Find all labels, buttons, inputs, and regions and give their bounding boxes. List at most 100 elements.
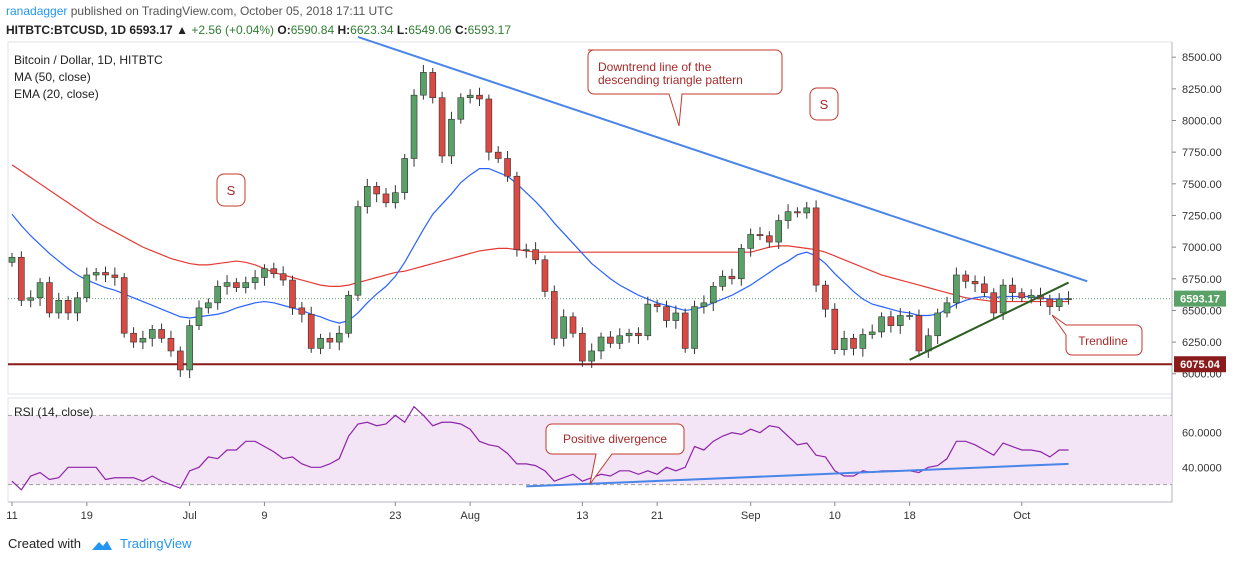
candle-body — [214, 286, 221, 304]
ma50-line[interactable] — [11, 164, 1069, 303]
candles[interactable] — [8, 64, 1072, 379]
candle-body — [597, 336, 605, 352]
divergence-callout[interactable]: Positive divergence — [545, 423, 685, 485]
support-price-badge[interactable]: 6075.04 — [1174, 356, 1226, 373]
candle-body — [270, 268, 278, 275]
time-axis[interactable]: 11 19 Jul 9 23 Aug 13 21 Sep 10 18 Oct — [6, 502, 1030, 522]
candle — [55, 292, 63, 319]
price-tick-label: 6750.00 — [1182, 274, 1222, 286]
candle — [205, 298, 212, 314]
candle — [953, 267, 960, 309]
candle-body — [663, 306, 670, 321]
up-arrow-icon: ▲ — [176, 23, 188, 37]
candle-body — [953, 274, 960, 304]
trendline-callout[interactable]: Trendline — [1051, 314, 1143, 356]
candle — [906, 311, 913, 320]
candle-body — [120, 277, 128, 334]
candle — [307, 306, 315, 353]
candle — [392, 185, 399, 209]
svg-text:Trendline: Trendline — [1078, 334, 1128, 348]
tradingview-link[interactable]: TradingView — [120, 536, 192, 551]
candle-body — [607, 336, 614, 344]
candle-body — [36, 282, 44, 299]
candle-body — [457, 97, 465, 120]
candle — [420, 64, 427, 100]
candle-body — [448, 118, 455, 157]
candle — [401, 154, 409, 200]
candle-body — [971, 281, 979, 285]
candle — [373, 181, 380, 203]
candle-body — [962, 274, 970, 282]
downtrend-line[interactable] — [357, 35, 1088, 283]
candle — [64, 295, 72, 320]
candle — [139, 330, 147, 350]
candle — [550, 285, 558, 346]
candle — [120, 273, 128, 338]
candle-body — [8, 256, 16, 263]
candle-body — [1027, 294, 1035, 299]
svg-text:6075.04: 6075.04 — [1180, 359, 1221, 371]
candle-body — [158, 329, 165, 339]
candle — [962, 270, 970, 289]
candle — [522, 243, 530, 258]
rsi-tick-label: 60.0000 — [1182, 428, 1222, 440]
candle-body — [672, 312, 680, 321]
symbol-label: HITBTC:BTCUSD, 1D — [6, 23, 126, 37]
candle-body — [335, 332, 343, 343]
s-label-right[interactable]: S — [809, 87, 839, 121]
price-axis[interactable]: 6000.006250.006500.006750.007000.007250.… — [1172, 52, 1222, 381]
trendline[interactable] — [909, 281, 1069, 361]
open-value: 6590.84 — [290, 23, 335, 37]
candle-body — [504, 158, 511, 177]
candle — [878, 312, 885, 338]
candle-body — [560, 316, 567, 339]
open-label: O: — [277, 23, 291, 37]
candle — [579, 327, 586, 367]
candle-body — [569, 316, 577, 334]
ema20-line[interactable] — [11, 168, 1069, 324]
candle-body — [747, 234, 754, 249]
author-link[interactable]: ranadagger — [6, 4, 68, 18]
candle-body — [410, 94, 418, 159]
s-label-left[interactable]: S — [216, 173, 246, 207]
candle — [233, 278, 240, 293]
candle — [513, 171, 521, 257]
candle — [494, 146, 502, 163]
candle — [803, 201, 811, 219]
candle-body — [139, 337, 147, 343]
tradingview-logo-icon — [91, 540, 112, 550]
candle-body — [859, 334, 867, 349]
candle-body — [289, 279, 296, 309]
time-tick-label: Jul — [183, 510, 197, 522]
candle — [251, 270, 259, 290]
candle — [597, 332, 605, 360]
candle-body — [92, 272, 100, 276]
time-tick-label: 9 — [261, 510, 267, 522]
divergence-line[interactable] — [526, 462, 1069, 488]
candle — [457, 93, 465, 124]
time-tick-label: 23 — [389, 510, 401, 522]
candle — [466, 89, 474, 104]
downtrend-callout[interactable]: Downtrend line of the descending triangl… — [587, 49, 783, 127]
last-price: 6593.17 — [129, 23, 173, 37]
candle-body — [111, 274, 119, 278]
low-value: 6549.06 — [408, 23, 452, 37]
candle — [915, 309, 923, 357]
candle — [345, 290, 352, 338]
price-pane[interactable] — [7, 41, 1173, 395]
candle-body — [401, 158, 409, 193]
rsi-axis[interactable]: 40.0000 60.0000 — [1182, 428, 1222, 475]
candle — [130, 327, 137, 348]
candle-body — [990, 292, 998, 314]
candle-body — [981, 283, 988, 294]
candle-body — [915, 315, 923, 352]
candle-body — [822, 284, 829, 310]
candle — [382, 187, 390, 208]
candle — [148, 324, 156, 347]
candle — [681, 308, 689, 353]
candle — [36, 278, 44, 306]
candle — [27, 290, 35, 308]
candle — [158, 323, 165, 343]
current-price-badge[interactable]: 6593.17 — [1174, 290, 1226, 307]
